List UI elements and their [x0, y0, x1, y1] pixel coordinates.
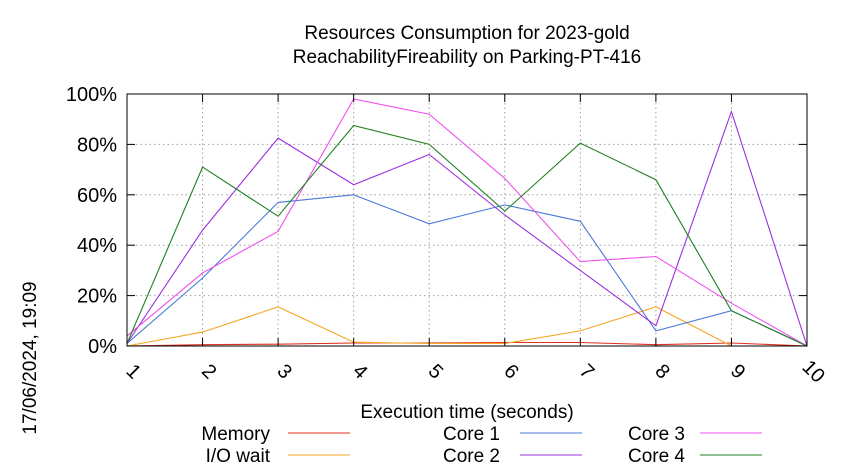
series-line-core-4 — [126, 124, 808, 347]
y-tick-label: 0% — [88, 336, 117, 358]
x-tick-label: 1 — [122, 360, 145, 383]
timestamp: 17/06/2024, 19:09 — [20, 281, 41, 434]
series-line-core-1 — [126, 194, 808, 347]
legend-label-core-1: Core 1 — [443, 424, 500, 445]
series-lines — [126, 98, 808, 347]
x-tick-label: 10 — [798, 356, 829, 387]
x-tick-label: 2 — [197, 360, 220, 383]
y-tick-labels: 0% 20% 40% 60% 80% 100% — [66, 84, 117, 358]
y-tick-label: 60% — [77, 185, 117, 207]
y-tick-label: 80% — [77, 134, 117, 156]
x-tick-labels: 1 2 3 4 5 6 7 8 9 10 — [122, 356, 829, 387]
legend-label-i-o-wait: I/O wait — [206, 446, 271, 467]
series-line-memory — [126, 341, 808, 347]
series-line-core-2 — [126, 109, 808, 347]
legend-label-core-2: Core 2 — [443, 446, 500, 467]
grid-lines — [127, 94, 807, 346]
legend-label-core-4: Core 4 — [628, 446, 685, 467]
x-tick-label: 4 — [348, 360, 371, 383]
x-tick-label: 3 — [273, 360, 296, 383]
legend-label-core-3: Core 3 — [628, 424, 685, 445]
x-tick-label: 5 — [424, 360, 447, 383]
legend-label-memory: Memory — [201, 424, 270, 445]
y-tick-label: 100% — [66, 84, 117, 106]
series-line-core-3 — [126, 98, 808, 347]
series-line-i-o-wait — [126, 306, 807, 347]
chart-subtitle: ReachabilityFireability on Parking-PT-41… — [293, 47, 642, 68]
chart-title: Resources Consumption for 2023-gold — [304, 23, 629, 44]
x-axis-label: Execution time (seconds) — [360, 402, 573, 423]
x-tick-label: 6 — [499, 360, 522, 383]
y-tick-label: 20% — [77, 286, 117, 308]
x-tick-label: 8 — [650, 360, 673, 383]
y-tick-label: 40% — [77, 235, 117, 257]
plot-frame — [126, 93, 808, 347]
axis-ticks — [126, 93, 808, 347]
x-tick-label: 9 — [726, 360, 749, 383]
x-tick-label: 7 — [575, 360, 598, 383]
